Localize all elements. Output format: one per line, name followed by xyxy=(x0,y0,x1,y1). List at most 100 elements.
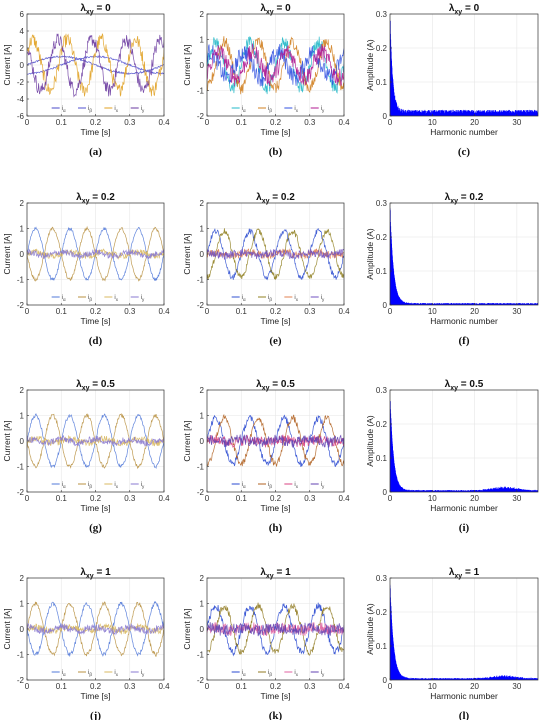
y-tick-label: -6 xyxy=(17,112,25,121)
legend-entry-β: iβ xyxy=(268,670,272,677)
x-tick-label: 0.3 xyxy=(304,307,316,316)
y-axis-label: Current [A] xyxy=(2,233,12,274)
chart-panel-k: λxy = 1 iα iβ ix iy 0 0.1 0.2 0.3 0.4 -2 -1 0 1 2 Time … xyxy=(182,567,350,720)
chart-title: λxy = 0 xyxy=(449,3,480,16)
axes-frame xyxy=(389,13,539,117)
y-tick-label: 0 xyxy=(200,250,205,259)
x-tick-label: 0.4 xyxy=(338,494,350,503)
x-tick-label: 10 xyxy=(428,494,437,503)
legend-entry-α: iα xyxy=(62,482,66,489)
series-line-y xyxy=(27,434,164,447)
y-axis-label: Current [A] xyxy=(182,420,192,461)
panel-caption: (f) xyxy=(459,335,470,347)
y-tick-label: 6 xyxy=(20,10,25,19)
plot-area xyxy=(390,208,538,305)
x-tick-label: 0 xyxy=(388,307,393,316)
y-tick-label: 0 xyxy=(20,250,25,259)
x-tick-label: 0.4 xyxy=(158,682,170,691)
x-tick-label: 0.4 xyxy=(158,494,170,503)
chart-title: λxy = 1 xyxy=(260,567,291,580)
y-tick-label: 0.3 xyxy=(376,386,388,395)
y-tick-label: -2 xyxy=(17,676,25,685)
x-tick-label: 0 xyxy=(25,307,30,316)
y-tick-label: 0.3 xyxy=(376,199,388,208)
x-tick-label: 30 xyxy=(512,494,521,503)
x-tick-label: 30 xyxy=(512,307,521,316)
y-tick-label: 1 xyxy=(20,412,25,421)
x-axis-label: Time [s] xyxy=(261,691,291,701)
x-axis-label: Time [s] xyxy=(81,691,111,701)
y-tick-label: 1 xyxy=(200,600,205,609)
chart-legend: iα iβ ix iy xyxy=(231,670,325,677)
x-tick-label: 0.3 xyxy=(124,118,136,127)
y-tick-label: -2 xyxy=(197,112,205,121)
plot-area xyxy=(390,401,538,492)
y-axis-label: Current [A] xyxy=(2,44,12,85)
y-axis-label: Amplitude (A) xyxy=(365,39,375,91)
x-tick-label: 0.1 xyxy=(56,494,68,503)
y-tick-label: -2 xyxy=(17,78,25,87)
axes-frame xyxy=(389,577,539,681)
x-tick-label: 0 xyxy=(205,118,210,127)
legend-entry-x: ix xyxy=(294,295,298,302)
x-tick-label: 10 xyxy=(428,682,437,691)
y-tick-label: 1 xyxy=(200,225,205,234)
chart-panel-e: λxy = 0.2 iα iβ ix iy 0 0.1 0.2 0.3 0.4 -2 -1 0 1 2 Tim… xyxy=(182,192,350,347)
legend-entry-x: ix xyxy=(114,670,118,677)
x-tick-label: 0.1 xyxy=(56,682,68,691)
spectrum-bars xyxy=(390,401,538,492)
x-tick-label: 10 xyxy=(428,118,437,127)
series-line-x xyxy=(27,33,164,97)
y-axis-label: Amplitude (A) xyxy=(365,228,375,280)
x-tick-label: 0.4 xyxy=(158,118,170,127)
y-tick-label: 0.1 xyxy=(376,78,388,87)
panel-caption: (l) xyxy=(459,710,470,720)
spectrum-bars xyxy=(390,208,538,305)
chart-panel-d: λxy = 0.2 iα iβ ix iy 0 0.1 0.2 0.3 0.4 -2 -1 0 1 2 Tim… xyxy=(2,192,170,347)
legend-entry-x: ix xyxy=(114,106,118,113)
y-axis-label: Amplitude (A) xyxy=(365,415,375,467)
x-tick-label: 10 xyxy=(428,307,437,316)
x-axis-label: Time [s] xyxy=(261,316,291,326)
x-tick-label: 0.4 xyxy=(338,682,350,691)
series-line-β xyxy=(27,54,164,75)
x-tick-label: 20 xyxy=(470,494,479,503)
series-line-y xyxy=(27,248,164,260)
y-tick-label: 2 xyxy=(20,574,25,583)
y-tick-label: 2 xyxy=(20,44,25,53)
plot-area xyxy=(27,600,164,657)
x-tick-label: 0.3 xyxy=(304,682,316,691)
y-tick-label: -2 xyxy=(197,488,205,497)
series-line-β xyxy=(207,413,344,467)
legend-entry-β: iβ xyxy=(88,482,92,489)
x-tick-label: 20 xyxy=(470,682,479,691)
y-tick-label: 2 xyxy=(200,10,205,19)
y-tick-label: -1 xyxy=(17,276,25,285)
y-tick-label: 4 xyxy=(20,27,25,36)
x-tick-label: 0.3 xyxy=(124,682,136,691)
x-axis-label: Harmonic number xyxy=(430,127,498,137)
x-tick-label: 0.4 xyxy=(338,118,350,127)
panel-caption: (k) xyxy=(269,710,283,720)
y-tick-label: 0.2 xyxy=(376,420,388,429)
x-tick-label: 0 xyxy=(205,494,210,503)
panel-caption: (d) xyxy=(89,335,103,347)
y-tick-label: 2 xyxy=(20,386,25,395)
y-tick-label: 0 xyxy=(383,112,388,121)
y-tick-label: 0 xyxy=(200,437,205,446)
series-line-y xyxy=(27,622,164,636)
legend-entry-x: ix xyxy=(294,670,298,677)
y-tick-label: 2 xyxy=(200,386,205,395)
x-tick-label: 0.1 xyxy=(56,118,68,127)
x-tick-label: 0.1 xyxy=(56,307,68,316)
plot-area xyxy=(27,413,164,470)
panel-caption: (j) xyxy=(90,710,101,720)
series-line-β xyxy=(27,601,164,657)
legend-entry-β: iβ xyxy=(268,106,272,113)
x-tick-label: 20 xyxy=(470,307,479,316)
chart-title: λxy = 0.5 xyxy=(256,379,295,392)
y-tick-label: -1 xyxy=(197,276,205,285)
chart-legend: iα iβ ix iy xyxy=(231,295,325,302)
y-tick-label: 2 xyxy=(200,199,205,208)
x-axis-label: Time [s] xyxy=(81,127,111,137)
